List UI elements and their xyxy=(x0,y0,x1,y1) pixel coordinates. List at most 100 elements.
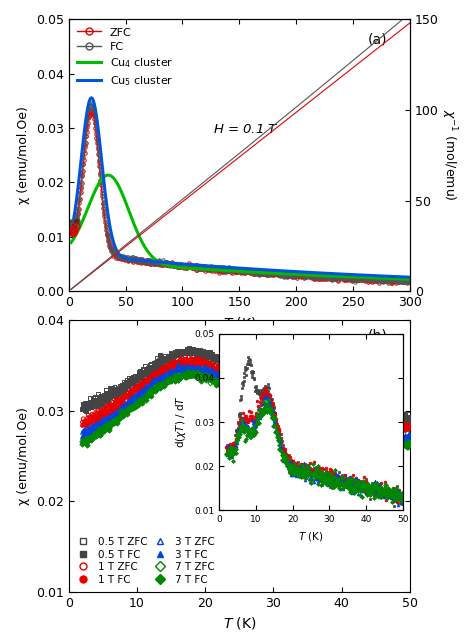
Point xyxy=(209,372,217,383)
Point xyxy=(270,407,277,417)
Point xyxy=(404,435,411,445)
Point xyxy=(312,435,319,445)
Point xyxy=(165,360,173,370)
Point xyxy=(307,433,314,443)
Point xyxy=(184,352,192,362)
Point xyxy=(353,417,360,428)
Point xyxy=(119,383,127,394)
Point xyxy=(301,432,309,442)
Point xyxy=(103,419,111,429)
Point xyxy=(218,370,226,380)
Point xyxy=(332,421,340,431)
Point xyxy=(295,404,303,415)
Point xyxy=(199,365,207,375)
Point xyxy=(138,378,146,388)
Point xyxy=(318,435,325,445)
Point xyxy=(337,412,344,422)
Point xyxy=(150,377,158,387)
Point xyxy=(399,420,406,431)
Point xyxy=(122,407,130,417)
Point xyxy=(277,411,285,421)
Point xyxy=(389,439,397,449)
Point xyxy=(100,417,108,428)
Point xyxy=(255,398,263,408)
Point xyxy=(100,420,108,431)
Point xyxy=(358,437,365,447)
Point xyxy=(175,365,183,375)
Point xyxy=(256,396,264,406)
Point xyxy=(144,372,152,383)
Point xyxy=(349,423,356,433)
Point xyxy=(199,346,207,356)
Point xyxy=(328,411,336,421)
Point xyxy=(309,406,316,416)
Point xyxy=(336,428,343,438)
Point xyxy=(388,433,396,444)
Point xyxy=(374,430,381,440)
Point xyxy=(112,411,120,421)
Point xyxy=(125,403,132,413)
Point xyxy=(282,396,289,406)
Point xyxy=(133,371,140,381)
Point xyxy=(328,430,335,440)
Point xyxy=(181,362,189,372)
Point xyxy=(267,404,274,415)
Point xyxy=(280,424,287,434)
Point xyxy=(238,385,246,396)
Point xyxy=(402,417,410,428)
Point xyxy=(227,378,235,388)
Point xyxy=(177,356,185,366)
Point xyxy=(303,423,310,433)
Point xyxy=(230,364,238,374)
Point xyxy=(322,436,330,446)
Point xyxy=(218,371,225,381)
Point xyxy=(188,355,195,365)
Point xyxy=(219,362,227,372)
Point xyxy=(167,376,175,387)
Point xyxy=(356,412,364,422)
Point xyxy=(302,414,310,424)
Point xyxy=(89,393,97,403)
Point xyxy=(87,401,94,412)
Point xyxy=(375,414,383,424)
Point xyxy=(126,394,134,404)
Point xyxy=(377,412,385,422)
Point xyxy=(224,375,231,385)
Point xyxy=(393,413,401,424)
Point xyxy=(197,358,204,368)
Point xyxy=(190,371,197,381)
Y-axis label: $\chi^{-1}$ (mol/emu): $\chi^{-1}$ (mol/emu) xyxy=(438,109,458,201)
Point xyxy=(337,419,345,429)
Point xyxy=(121,391,129,401)
Point xyxy=(169,372,176,382)
Point xyxy=(178,357,185,367)
Point xyxy=(230,378,238,388)
Point xyxy=(289,417,296,427)
Point xyxy=(250,394,258,404)
Point xyxy=(99,418,107,428)
Point xyxy=(399,415,406,425)
Point xyxy=(329,429,337,439)
Point xyxy=(351,437,359,447)
Point xyxy=(261,387,268,397)
Point xyxy=(138,369,146,379)
Point xyxy=(347,429,355,439)
Point xyxy=(122,390,130,400)
Point xyxy=(374,413,382,423)
Point xyxy=(159,377,167,387)
Point xyxy=(240,381,248,392)
Point xyxy=(169,349,176,360)
Point xyxy=(395,430,403,440)
Point xyxy=(377,420,385,430)
Point xyxy=(195,369,203,380)
Point xyxy=(113,405,121,415)
Point xyxy=(306,406,314,416)
Point xyxy=(138,397,146,408)
Point xyxy=(404,441,411,451)
Point xyxy=(287,408,295,418)
Point xyxy=(395,432,402,442)
Point xyxy=(138,389,146,399)
Point xyxy=(191,369,199,380)
Point xyxy=(350,418,358,428)
Point xyxy=(318,418,325,428)
